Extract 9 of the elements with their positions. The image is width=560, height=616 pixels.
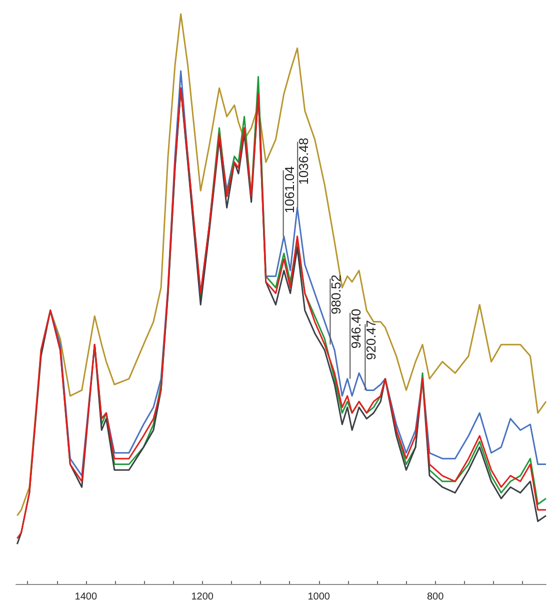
annotation: 980.52 bbox=[328, 274, 344, 314]
x-tick-label: 1000 bbox=[308, 592, 330, 602]
annotation: 920.47 bbox=[364, 320, 379, 360]
annotation: 1061.04 bbox=[282, 166, 297, 214]
x-tick-label: 800 bbox=[426, 592, 444, 602]
x-tick-label: 1200 bbox=[191, 592, 214, 602]
annotation: 1036.48 bbox=[296, 138, 312, 185]
x-tick-label: 1400 bbox=[74, 592, 98, 602]
annotation: 946.40 bbox=[348, 308, 364, 349]
